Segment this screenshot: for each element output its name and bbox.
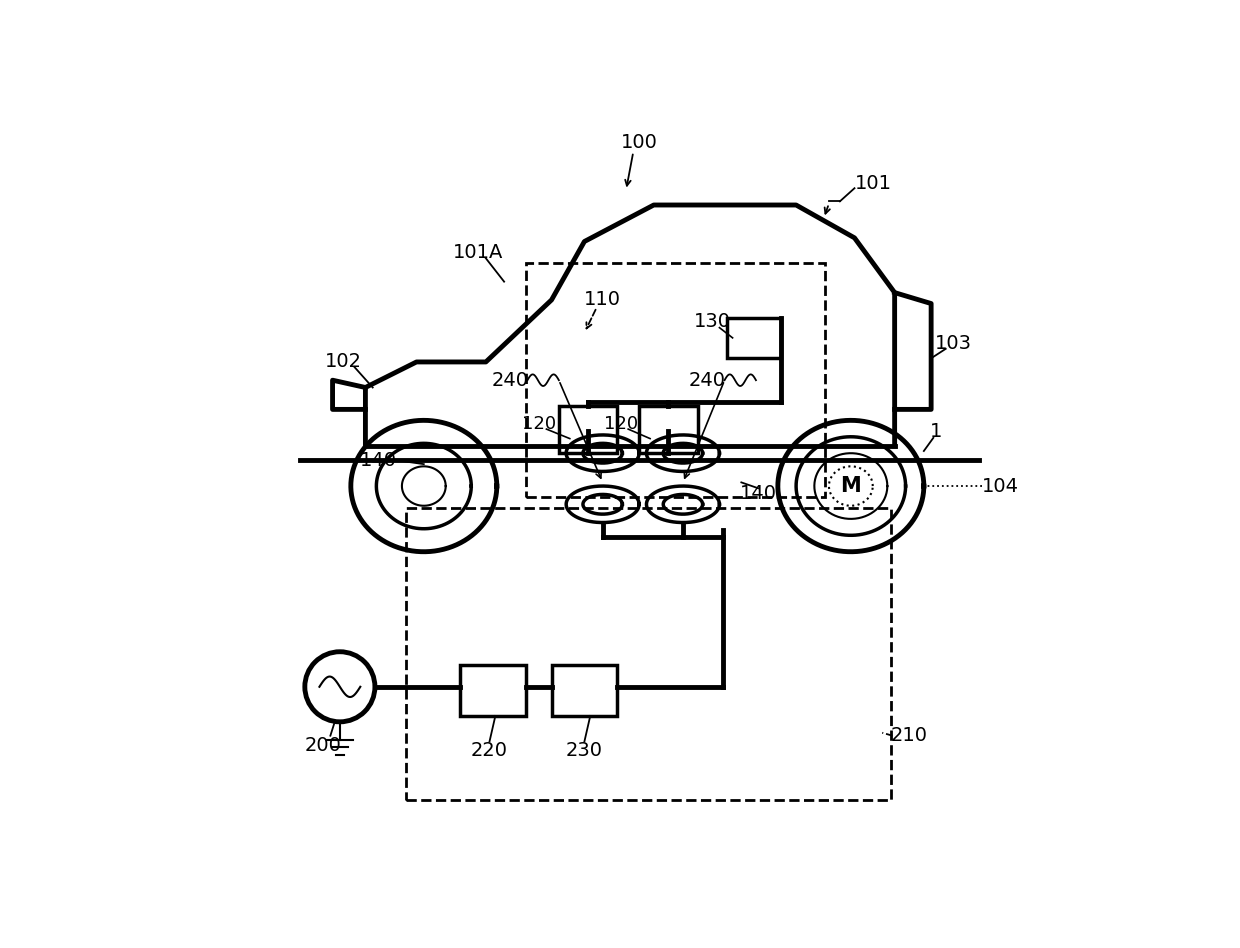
Text: 103: 103	[935, 335, 971, 354]
Text: 240: 240	[688, 371, 725, 390]
Text: 100: 100	[621, 134, 657, 153]
Text: 140: 140	[360, 451, 397, 470]
Bar	[559, 406, 618, 453]
Text: 130: 130	[693, 312, 730, 331]
Bar	[460, 665, 526, 716]
Text: 101A: 101A	[454, 243, 503, 262]
Text: 120: 120	[522, 415, 557, 433]
Text: M: M	[841, 476, 862, 496]
Text: 104: 104	[982, 477, 1019, 496]
Text: 140: 140	[739, 483, 776, 502]
Bar	[639, 406, 698, 453]
Text: 120: 120	[604, 415, 637, 433]
Text: 230: 230	[565, 740, 603, 759]
Text: 200: 200	[305, 736, 341, 755]
Bar	[526, 264, 826, 497]
Bar	[552, 665, 618, 716]
Bar	[727, 319, 781, 358]
Text: 1: 1	[930, 422, 942, 441]
Text: 210: 210	[890, 726, 928, 745]
Bar	[405, 508, 892, 800]
Text: 240: 240	[491, 371, 528, 390]
Text: 102: 102	[325, 353, 362, 372]
Text: 101: 101	[854, 173, 892, 192]
Text: 110: 110	[584, 290, 621, 309]
Text: 220: 220	[471, 740, 508, 759]
